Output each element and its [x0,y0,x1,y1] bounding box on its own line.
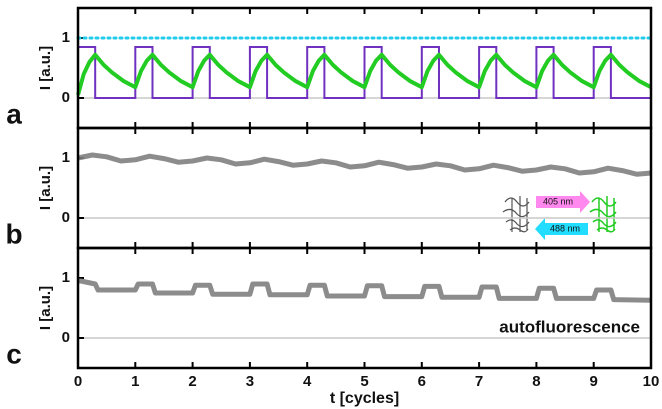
series-line [77,46,651,99]
x-axis-label: t [cycles] [330,390,399,407]
x-tick-label: 9 [590,373,598,390]
arrow-488 [535,218,588,240]
arrow-405 [536,191,590,213]
panel-label: a [6,98,22,129]
y-tick-label: 1 [62,29,70,46]
protein-inset: 405 nm 488 nm [502,191,617,240]
x-tick-label: 7 [475,373,483,390]
x-tick-label: 10 [643,373,660,390]
series-line [76,52,652,96]
panel-label: c [6,338,22,369]
x-tick-label: 3 [246,373,254,390]
y-tick-label: 0 [62,209,70,226]
y-tick-label: 0 [62,89,70,106]
x-tick-label: 2 [188,373,196,390]
x-tick-label: 0 [74,373,82,390]
y-axis-label: I [a.u.] [37,286,54,330]
x-tick-label: 5 [360,373,368,390]
x-tick-label: 1 [131,373,139,390]
y-axis-label: I [a.u.] [37,166,54,210]
y-tick-label: 1 [62,269,70,286]
protein-dark [502,196,530,233]
y-axis-label: I [a.u.] [37,46,54,90]
y-tick-label: 1 [62,149,70,166]
annotation: 488 nm [550,223,580,233]
annotation: autofluorescence [499,317,640,336]
protein-green [589,196,617,233]
panel-frame [76,246,653,370]
series-line [78,278,652,303]
y-tick-label: 0 [62,329,70,346]
series-line [77,152,652,177]
x-tick-label: 4 [303,373,312,390]
panel-label: b [5,218,22,249]
panel: 0 1 a I [a.u.] [6,6,653,129]
x-tick-label: 6 [418,373,426,390]
annotation: 405 nm [543,196,573,206]
x-tick-label: 8 [532,373,540,390]
